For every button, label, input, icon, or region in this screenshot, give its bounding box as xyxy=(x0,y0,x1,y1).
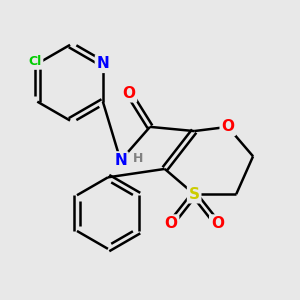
Text: Cl: Cl xyxy=(28,55,42,68)
Text: N: N xyxy=(97,56,109,71)
Text: O: O xyxy=(211,216,224,231)
Text: O: O xyxy=(164,216,178,231)
Text: S: S xyxy=(189,187,200,202)
Text: H: H xyxy=(133,152,143,165)
Text: N: N xyxy=(114,153,127,168)
Text: O: O xyxy=(221,119,234,134)
Text: O: O xyxy=(122,86,136,101)
